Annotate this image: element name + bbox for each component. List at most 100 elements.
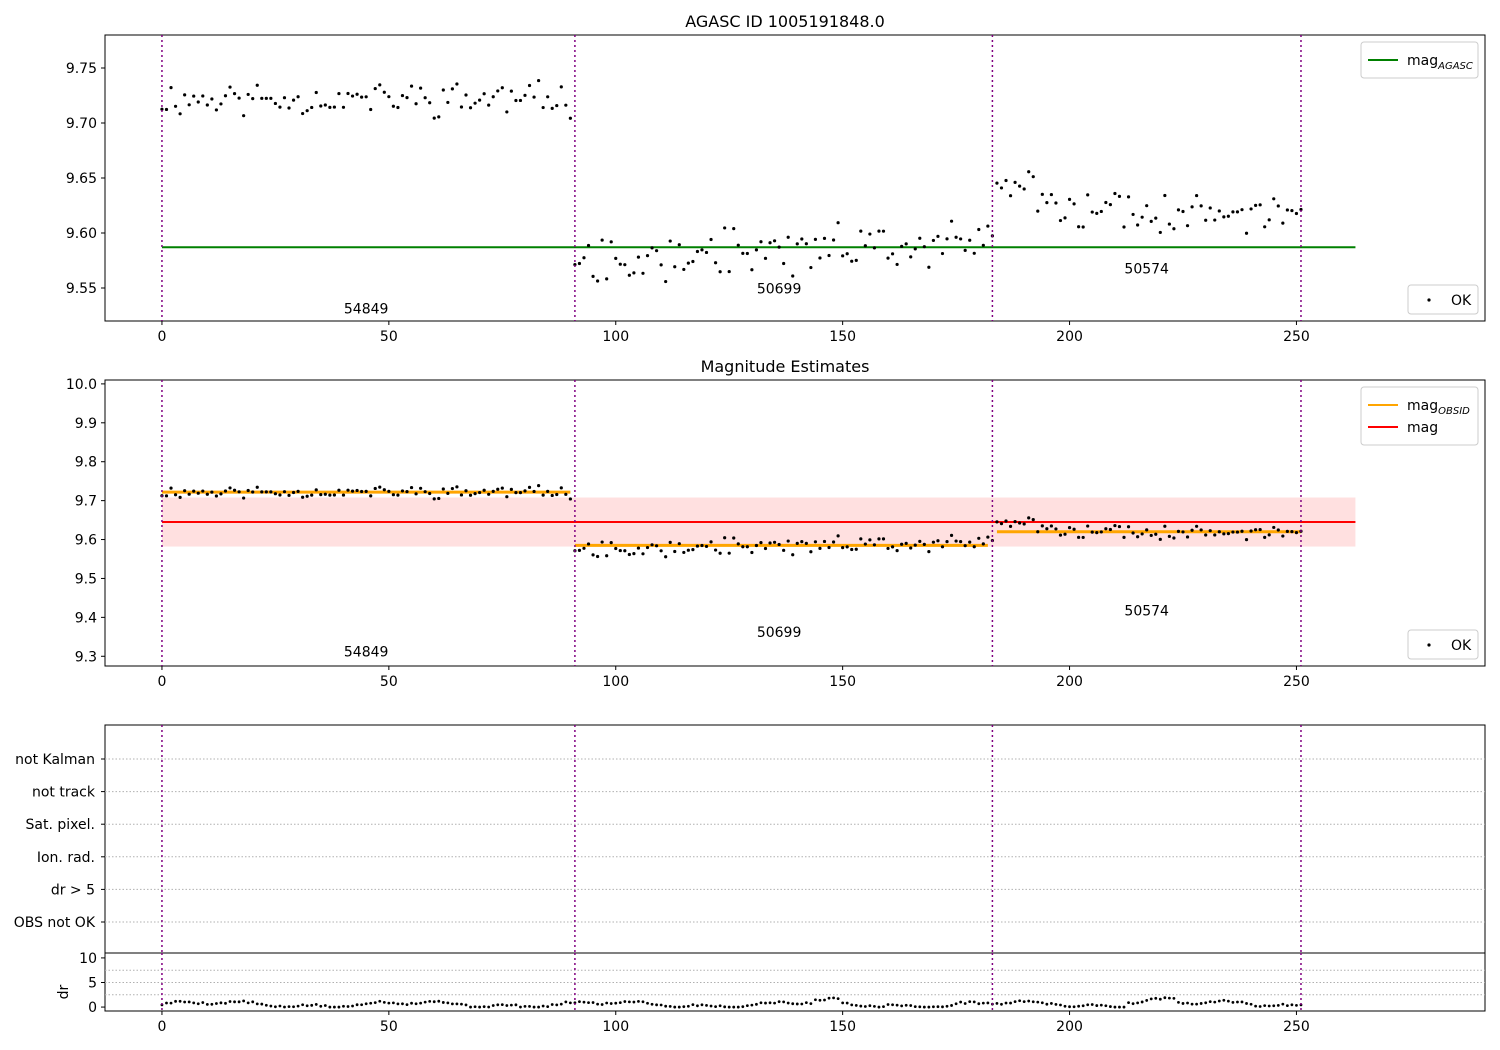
top-data-point <box>659 263 663 267</box>
top-data-point <box>269 96 273 100</box>
dr-data-point <box>1090 1003 1094 1006</box>
mid-data-point <box>391 493 395 497</box>
mid-data-point <box>600 540 604 544</box>
mid-data-point <box>1235 530 1240 534</box>
top-data-point <box>1004 178 1008 183</box>
mid-data-point <box>841 546 845 550</box>
top-data-point <box>487 103 491 107</box>
top-data-point <box>1126 195 1131 199</box>
dr-data-point <box>1077 1004 1081 1008</box>
dr-data-point <box>614 1001 618 1005</box>
mid-data-point <box>537 484 541 488</box>
top-data-point <box>673 265 677 269</box>
dr-data-point <box>1190 1002 1194 1006</box>
top-data-point <box>904 242 908 246</box>
mid-data-point <box>1072 527 1076 531</box>
top-legend <box>1360 41 1479 79</box>
top-data-point <box>160 107 164 111</box>
dr-data-point <box>387 1001 391 1005</box>
dr-data-point <box>1136 1001 1140 1005</box>
flags-category-label: Sat. pixel. <box>26 817 95 833</box>
top-data-point <box>1195 193 1199 198</box>
top-data-point <box>682 267 686 272</box>
top-data-point <box>818 256 822 260</box>
mid-data-point <box>223 489 228 493</box>
mid-data-point <box>1263 535 1267 539</box>
mid-data-point <box>1008 524 1013 528</box>
top-data-point <box>786 235 790 239</box>
mid-data-point <box>636 546 641 550</box>
dr-data-point <box>668 1004 672 1008</box>
top-data-point <box>473 101 477 105</box>
top-data-point <box>822 236 827 240</box>
mid-data-point <box>1036 530 1040 534</box>
mid-xtick-label: 250 <box>1283 674 1310 690</box>
top-data-point <box>1263 225 1267 229</box>
dr-data-point <box>755 1002 758 1006</box>
dr-data-point <box>196 1002 200 1006</box>
top-data-point <box>1049 192 1053 197</box>
dr-data-point <box>922 1005 926 1009</box>
mid-data-point <box>523 489 527 493</box>
mid-title: Magnitude Estimates <box>701 357 870 376</box>
dr-data-point <box>183 1000 187 1004</box>
mid-data-point <box>704 544 709 549</box>
top-data-point <box>518 98 523 103</box>
dr-data-point <box>1177 1000 1180 1004</box>
top-data-point <box>1099 209 1103 214</box>
top-data-point <box>650 246 654 250</box>
dr-data-point <box>500 1003 504 1007</box>
top-data-point <box>1131 212 1135 217</box>
top-data-point <box>999 186 1004 190</box>
top-data-point <box>609 240 613 244</box>
dr-data-point <box>287 1005 291 1008</box>
top-data-point <box>332 105 336 109</box>
dr-data-point <box>1018 999 1022 1003</box>
dr-data-point <box>369 1001 373 1005</box>
top-ytick-label: 9.60 <box>66 226 97 242</box>
mid-data-point <box>1285 529 1289 533</box>
mid-data-point <box>1149 533 1153 538</box>
dr-xtick-label: 100 <box>602 1019 629 1035</box>
mid-data-point <box>473 492 477 496</box>
top-data-point <box>391 104 395 108</box>
mid-data-point <box>700 543 704 548</box>
dr-data-point <box>986 1001 990 1005</box>
mid-data-point <box>323 492 327 496</box>
mid-data-point <box>745 545 749 549</box>
top-data-point <box>922 245 926 249</box>
mid-data-point <box>1208 529 1212 533</box>
dr-data-point <box>1163 996 1167 1000</box>
dr-data-point <box>514 1003 518 1007</box>
dr-data-point <box>786 1001 790 1005</box>
dr-data-point <box>401 1002 404 1006</box>
dr-data-point <box>1158 997 1162 1001</box>
dr-data-point <box>609 1002 613 1005</box>
dr-data-point <box>310 1003 314 1007</box>
top-data-point <box>478 98 482 102</box>
top-data-point <box>1027 170 1031 174</box>
mid-data-point <box>310 493 314 497</box>
dr-data-point <box>1040 1001 1044 1005</box>
mid-data-point <box>337 488 341 492</box>
mid-data-point <box>1018 521 1022 525</box>
top-data-point <box>700 248 704 252</box>
mid-ytick-label: 9.5 <box>75 571 97 587</box>
mid-data-point <box>509 487 513 491</box>
mid-data-point <box>695 544 700 548</box>
top-data-point <box>1290 208 1294 213</box>
dr-data-point <box>1276 1004 1280 1007</box>
dr-data-point <box>224 1001 227 1005</box>
dr-data-point <box>496 1003 500 1007</box>
dr-data-point <box>532 1005 536 1009</box>
dr-xtick-label: 150 <box>829 1019 856 1035</box>
dr-data-point <box>977 1002 981 1006</box>
top-data-point <box>945 237 949 241</box>
dr-data-point <box>351 1004 354 1008</box>
dr-data-point <box>736 1005 740 1009</box>
top-data-point <box>246 92 250 97</box>
top-data-point <box>273 101 278 106</box>
top-data-point <box>1204 218 1208 222</box>
dr-xtick-label: 200 <box>1056 1019 1083 1035</box>
mid-data-point <box>173 493 178 497</box>
